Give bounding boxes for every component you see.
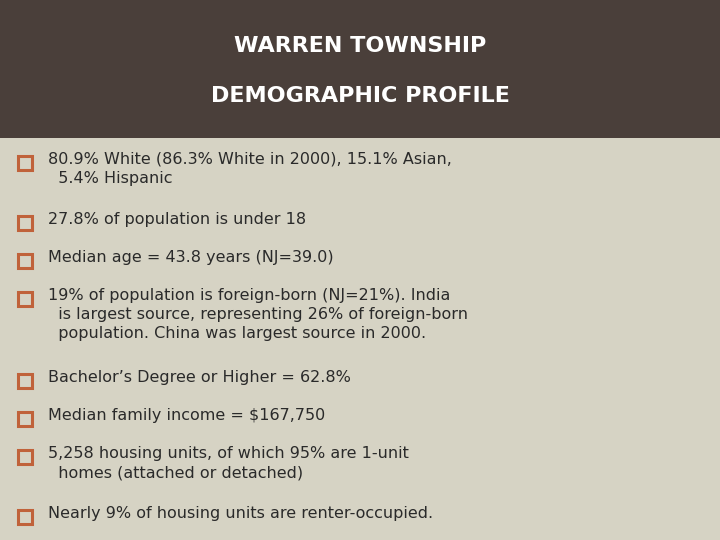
Bar [18,412,32,426]
Text: 80.9% White (86.3% White in 2000), 15.1% Asian,
  5.4% Hispanic: 80.9% White (86.3% White in 2000), 15.1%… [48,152,452,186]
Text: Bachelor’s Degree or Higher = 62.8%: Bachelor’s Degree or Higher = 62.8% [48,370,351,385]
Bar [18,374,32,388]
Bar [18,156,32,170]
Text: 5,258 housing units, of which 95% are 1-unit
  homes (attached or detached): 5,258 housing units, of which 95% are 1-… [48,446,409,480]
Bar [18,450,32,464]
Text: Median age = 43.8 years (NJ=39.0): Median age = 43.8 years (NJ=39.0) [48,250,333,265]
Bar [18,216,32,230]
Text: WARREN TOWNSHIP: WARREN TOWNSHIP [234,36,486,56]
Bar [18,254,32,268]
Text: Median family income = $167,750: Median family income = $167,750 [48,408,325,423]
Text: 27.8% of population is under 18: 27.8% of population is under 18 [48,212,306,227]
Text: DEMOGRAPHIC PROFILE: DEMOGRAPHIC PROFILE [210,86,510,106]
Bar [0,0,720,138]
Bar [18,292,32,306]
Text: 19% of population is foreign-born (NJ=21%). India
  is largest source, represent: 19% of population is foreign-born (NJ=21… [48,288,468,341]
Bar [18,510,32,524]
Text: Nearly 9% of housing units are renter-occupied.: Nearly 9% of housing units are renter-oc… [48,506,433,521]
